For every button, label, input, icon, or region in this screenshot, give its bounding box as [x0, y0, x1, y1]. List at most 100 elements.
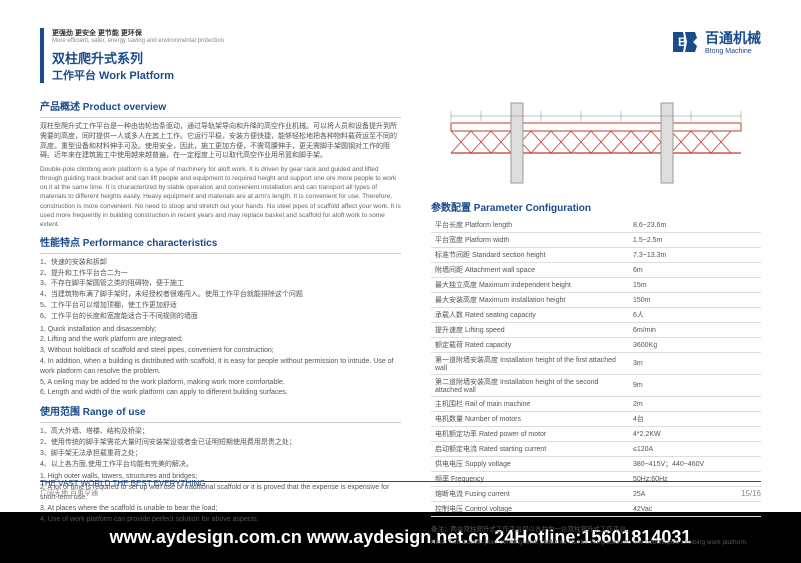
performance-list-cn: 1、快速的安装和拆卸2、提升和工作平台合二为一3、不存在脚手架圆管之类的阻碍物，…	[40, 258, 401, 322]
list-item: 1, Quick installation and disassembly;	[40, 325, 401, 335]
page-header: 更强劲 更安全 更节能 更环保 More efficient, safer, e…	[40, 28, 761, 83]
param-label: 提升速度 Lifting speed	[431, 323, 629, 338]
param-value: 3m	[629, 353, 761, 375]
performance-title: 性能特点 Performance characteristics	[40, 237, 401, 254]
param-label: 标准节间距 Standard section height	[431, 248, 629, 263]
param-value: ≤120A	[629, 442, 761, 457]
right-column: 参数配置 Parameter Configuration 平台长度 Platfo…	[431, 93, 761, 546]
list-item: 4, In addition, when a building is distr…	[40, 357, 401, 377]
params-table: 平台长度 Platform length8.6~23.6m平台宽度 Platfo…	[431, 218, 761, 517]
logo-text: 百通机械 Btong Machine	[705, 28, 761, 55]
param-label: 电机额定功率 Rated power of motor	[431, 427, 629, 442]
param-row: 额定载荷 Rated capacity3600Kg	[431, 338, 761, 353]
logo-en: Btong Machine	[705, 48, 761, 55]
list-item: 2、提升和工作平台合二为一	[40, 269, 401, 279]
header-title-block: 更强劲 更安全 更节能 更环保 More efficient, safer, e…	[40, 28, 224, 83]
product-illustration	[431, 93, 761, 193]
param-row: 电机额定功率 Rated power of motor4*2.2KW	[431, 427, 761, 442]
logo-cn: 百通机械	[705, 28, 761, 48]
param-row: 电机数量 Number of motors4台	[431, 412, 761, 427]
list-item: 3, At places where the scaffold is unabl…	[40, 504, 401, 514]
param-label: 平台长度 Platform length	[431, 218, 629, 233]
list-item: 2, Lifting and the work platform are int…	[40, 335, 401, 345]
list-item: 6、工作平台的长度和宽度能适合于不同规则的墙面	[40, 312, 401, 322]
overview-en: Double-pole climbing work platform is a …	[40, 165, 401, 229]
param-label: 第一道附墙安装高度 Installation height of the fir…	[431, 353, 629, 375]
param-value: 15m	[629, 278, 761, 293]
param-row: 熔断电流 Fusing current25A	[431, 487, 761, 502]
param-value: 50Hz;60Hz	[629, 472, 761, 487]
param-row: 承载人数 Rated seating capacity6人	[431, 308, 761, 323]
param-value: 380~415V；440~460V	[629, 457, 761, 472]
overview-cn: 双柱型爬升式工作平台是一种由齿轮齿条驱动，通过导轨架导向和升降的高空作业机械。可…	[40, 122, 401, 161]
list-item: 5, A ceiling may be added to the work pl…	[40, 378, 401, 388]
params-note-cn: 备注：两台双柱爬升式工作平台可以合并为一台双柱爬升式工作平台。	[431, 523, 761, 533]
params-title: 参数配置 Parameter Configuration	[431, 199, 761, 214]
param-row: 第二道附墙安装高度 Installation height of the sec…	[431, 375, 761, 397]
list-item: 2、使用传统的脚手架需花大量时间安装架设或者金已证明短期使用费用昂贵之处；	[40, 438, 401, 448]
list-item: 4, Use of work platform can provide perf…	[40, 515, 401, 525]
param-value: 8.6~23.6m	[629, 218, 761, 233]
tagline-en: More efficient, safer, energy saving and…	[52, 38, 224, 44]
param-label: 附墙间距 Attachment wall space	[431, 263, 629, 278]
param-value: 2m	[629, 397, 761, 412]
company-logo: B 百通机械 Btong Machine	[671, 28, 761, 55]
param-row: 控制电压 Control voltage42Vac	[431, 502, 761, 517]
param-row: 启动额定电流 Rated starting current≤120A	[431, 442, 761, 457]
param-value: 6m	[629, 263, 761, 278]
param-row: 附墙间距 Attachment wall space6m	[431, 263, 761, 278]
param-row: 第一道附墙安装高度 Installation height of the fir…	[431, 353, 761, 375]
param-row: 平台宽度 Platform width1.5~2.5m	[431, 233, 761, 248]
list-item: 3、脚手架无法承担载重荷之处；	[40, 449, 401, 459]
document-page: 更强劲 更安全 更节能 更环保 More efficient, safer, e…	[0, 0, 801, 512]
param-label: 承载人数 Rated seating capacity	[431, 308, 629, 323]
param-value: 9m	[629, 375, 761, 397]
list-item: 5、工作平台可以增加顶棚，使工作更加舒适	[40, 301, 401, 311]
slogan-cn: 广阔天地 百事亨通	[40, 490, 98, 497]
param-label: 控制电压 Control voltage	[431, 502, 629, 517]
param-label: 供电电压 Supply voltage	[431, 457, 629, 472]
bottom-slogan: THE VAST WORLD THE BEST EVERYTHING 广阔天地 …	[40, 479, 206, 498]
param-label: 电机数量 Number of motors	[431, 412, 629, 427]
param-value: 4*2.2KW	[629, 427, 761, 442]
param-value: 6人	[629, 308, 761, 323]
svg-text:B: B	[678, 35, 687, 49]
series-title-cn: 双柱爬升式系列	[52, 48, 224, 67]
param-value: 1.5~2.5m	[629, 233, 761, 248]
list-item: 3、不存在脚手架圆管之类的阻碍物，便于施工	[40, 279, 401, 289]
param-label: 熔断电流 Fusing current	[431, 487, 629, 502]
list-item: 6, Length and width of the work platform…	[40, 388, 401, 398]
param-label: 频率 Frequency	[431, 472, 629, 487]
param-value: 4台	[629, 412, 761, 427]
param-row: 频率 Frequency50Hz;60Hz	[431, 472, 761, 487]
param-label: 启动额定电流 Rated starting current	[431, 442, 629, 457]
list-item: 1、高大外墙、塔楼、结构及桥梁；	[40, 427, 401, 437]
performance-list-en: 1, Quick installation and disassembly;2,…	[40, 325, 401, 399]
param-value: 150m	[629, 293, 761, 308]
param-label: 主机围栏 Rail of main machine	[431, 397, 629, 412]
param-value: 3600Kg	[629, 338, 761, 353]
param-value: 6m/min	[629, 323, 761, 338]
logo-icon: B	[671, 30, 699, 54]
range-title: 使用范围 Range of use	[40, 406, 401, 423]
list-item: 4、以上各方面,使用工作平台均能有完美的解决。	[40, 460, 401, 470]
param-label: 最大独立高度 Maximum independent height	[431, 278, 629, 293]
param-row: 标准节间距 Standard section height7.3~13.3m	[431, 248, 761, 263]
overview-title: 产品概述 Product overview	[40, 101, 401, 118]
param-value: 7.3~13.3m	[629, 248, 761, 263]
param-row: 最大独立高度 Maximum independent height15m	[431, 278, 761, 293]
param-row: 主机围栏 Rail of main machine2m	[431, 397, 761, 412]
param-label: 额定载荷 Rated capacity	[431, 338, 629, 353]
series-title-en: 工作平台 Work Platform	[52, 67, 224, 83]
param-row: 最大安装高度 Maximum installation height150m	[431, 293, 761, 308]
list-item: 1、快速的安装和拆卸	[40, 258, 401, 268]
tagline-cn: 更强劲 更安全 更节能 更环保	[52, 28, 224, 38]
param-row: 提升速度 Lifting speed6m/min	[431, 323, 761, 338]
param-label: 平台宽度 Platform width	[431, 233, 629, 248]
range-list-cn: 1、高大外墙、塔楼、结构及桥梁；2、使用传统的脚手架需花大量时间安装架设或者金已…	[40, 427, 401, 469]
slogan-en: THE VAST WORLD THE BEST EVERYTHING	[40, 479, 206, 488]
page-number: 15/16	[741, 489, 761, 498]
param-label: 第二道附墙安装高度 Installation height of the sec…	[431, 375, 629, 397]
list-item: 3, Without holdback of scaffold and stee…	[40, 346, 401, 356]
list-item: 4、当建筑物布满了脚手架时，未经授权者很难闯入。使用工作平台就能排除这个问题	[40, 290, 401, 300]
